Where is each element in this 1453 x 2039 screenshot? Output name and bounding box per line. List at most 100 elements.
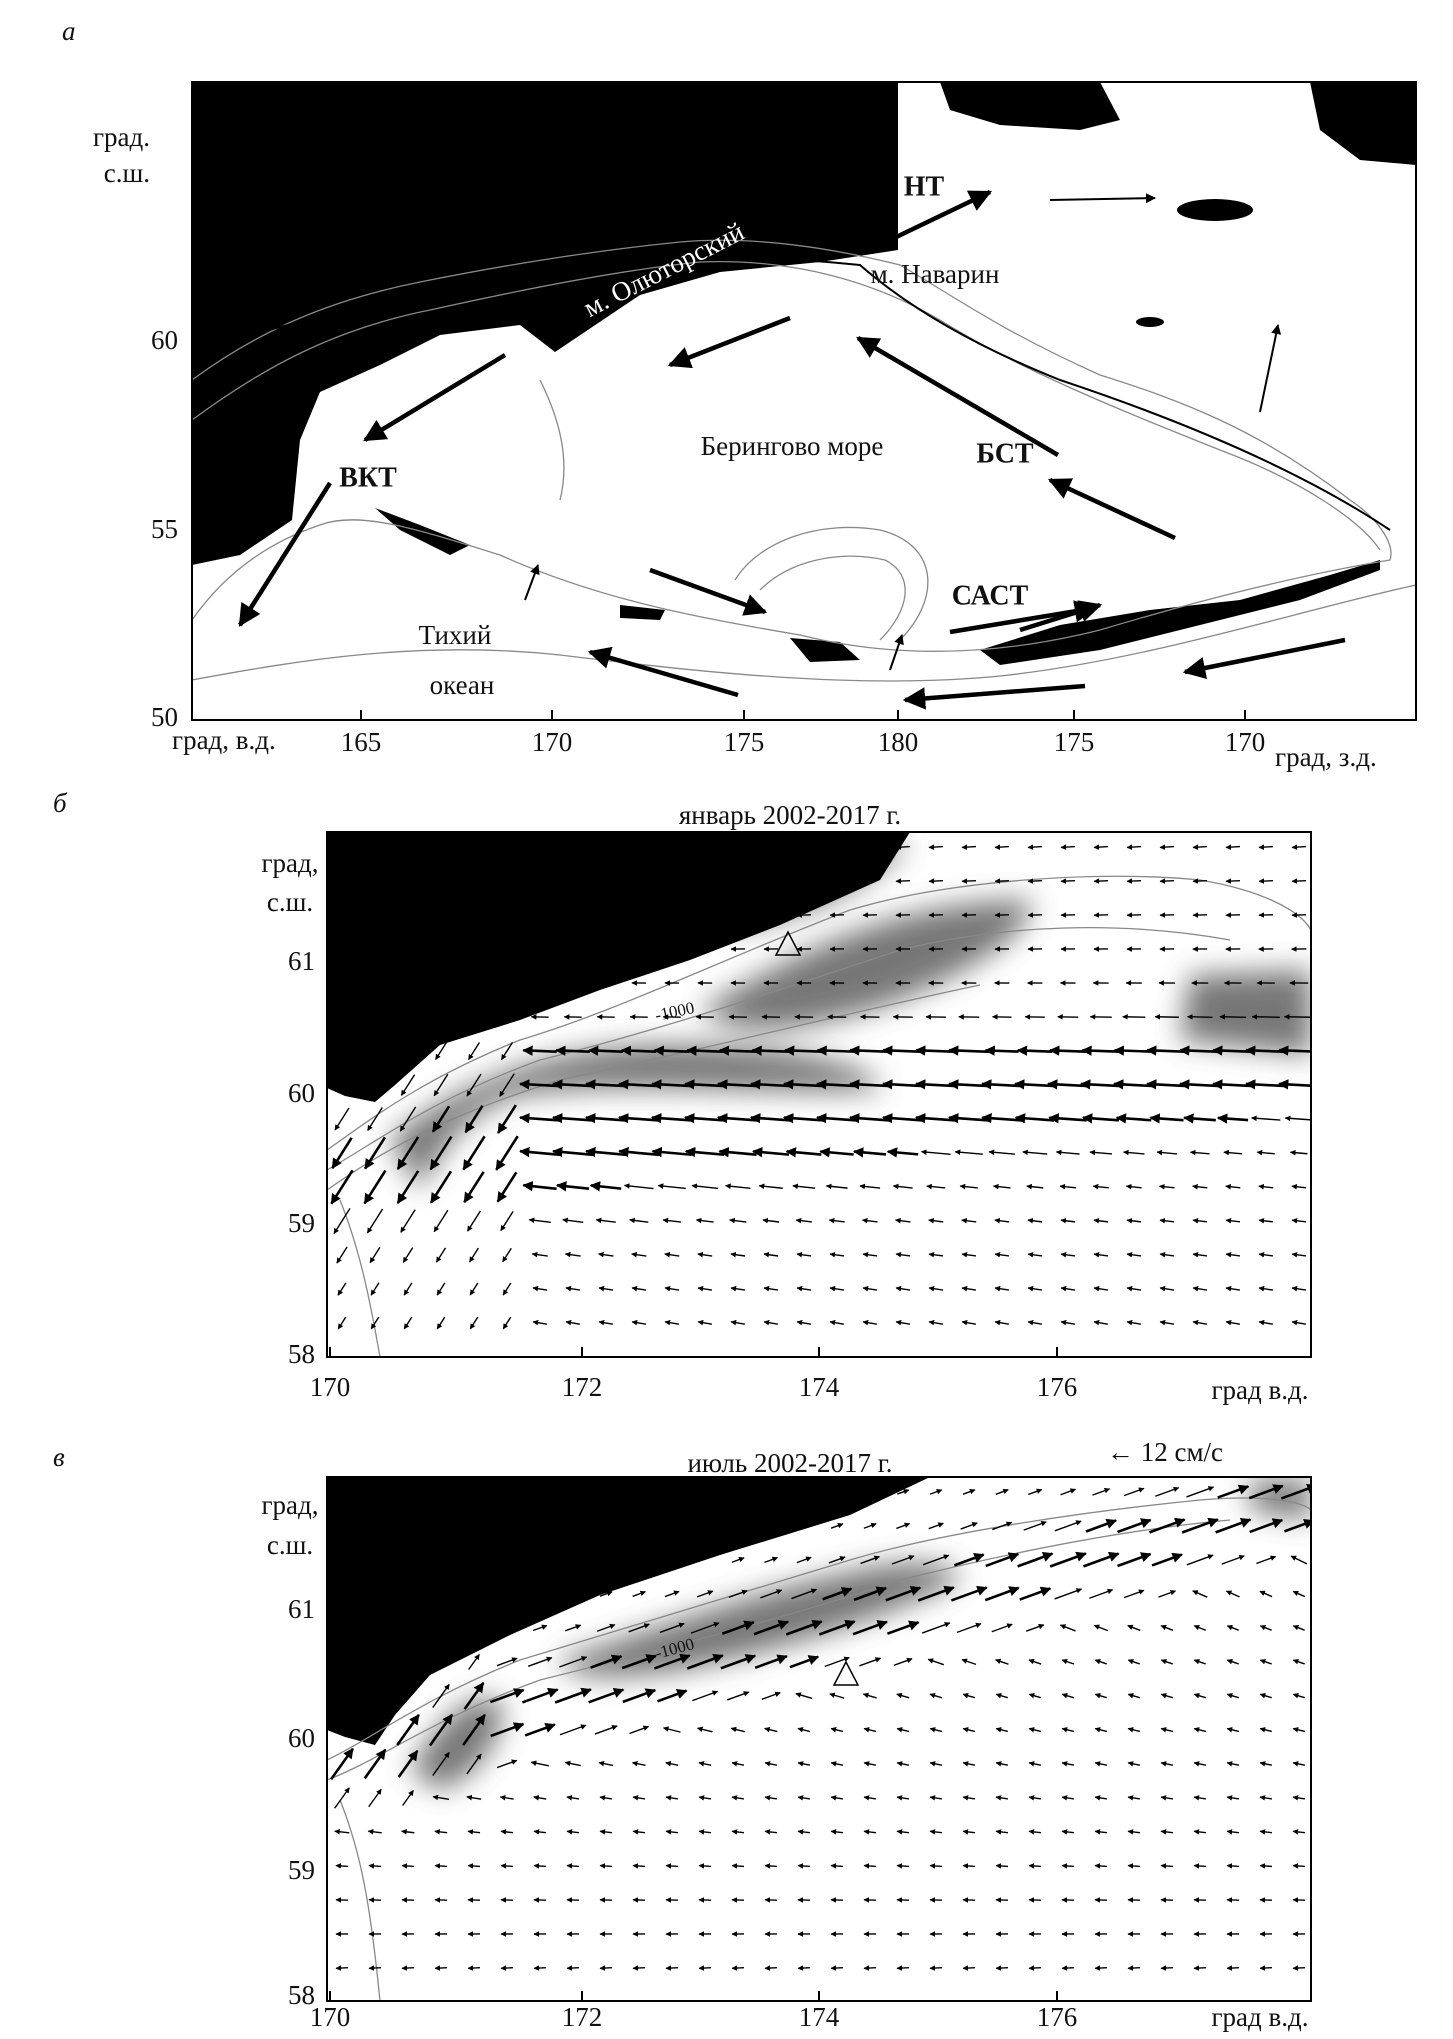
current-vector [522, 1181, 557, 1192]
current-vector [566, 1795, 580, 1801]
current-vector [929, 1965, 943, 1971]
scale-label: ← 12 см/с [1107, 1437, 1223, 1467]
current-vector [598, 1285, 614, 1292]
current-vector [434, 1829, 448, 1835]
current-vector [995, 1761, 1009, 1767]
current-vector [628, 1623, 650, 1633]
current-vector [863, 1522, 877, 1529]
current-vector [829, 1319, 845, 1326]
current-vector [533, 1965, 547, 1971]
current-vector [435, 1042, 447, 1060]
current-vector [435, 1247, 447, 1263]
current-vector [632, 1965, 646, 1971]
current-vector [469, 1316, 479, 1330]
current-vector [1060, 1285, 1076, 1292]
map-a [192, 82, 1416, 682]
current-vector [434, 1965, 448, 1971]
contour [192, 239, 1392, 653]
current-vector [1226, 1761, 1240, 1767]
current-vector [1094, 1693, 1107, 1699]
current-vector [994, 1285, 1010, 1292]
current-vector [463, 1171, 485, 1204]
current-vector [960, 1522, 978, 1530]
current-vector [1126, 1285, 1142, 1292]
island [1177, 199, 1253, 221]
current-vector [497, 1104, 517, 1134]
current-vector [532, 1319, 548, 1326]
current-vector [863, 1965, 877, 1971]
current-vector [334, 1787, 350, 1809]
current-vector [502, 1282, 512, 1296]
current-vector [396, 1714, 420, 1746]
current-vector [928, 844, 944, 850]
current-vector [797, 1965, 811, 1971]
current-vector [751, 1045, 790, 1056]
current-vector [1054, 1588, 1083, 1600]
current-vector [559, 1724, 587, 1736]
current-vector [891, 1555, 915, 1565]
current-vector [1225, 1183, 1241, 1190]
land [192, 82, 898, 565]
current-vector [921, 1622, 951, 1634]
current-vector [337, 1282, 347, 1296]
current-vector [962, 1829, 976, 1835]
current-vector [961, 878, 977, 884]
current-vector [1225, 1251, 1241, 1258]
current-vector [796, 1285, 812, 1292]
current-vector [795, 1217, 812, 1224]
current-vector [1059, 1624, 1076, 1632]
current-vector [1193, 1624, 1207, 1631]
current-vector [631, 1251, 647, 1258]
current-vector [929, 1488, 943, 1495]
current-vector [961, 1251, 977, 1258]
current-vector [896, 1965, 910, 1971]
y-tick-label: 55 [151, 514, 178, 544]
current-vector [598, 1251, 614, 1258]
current-vector [462, 1135, 486, 1171]
current-vector [962, 1693, 976, 1699]
current-vector [432, 1684, 450, 1708]
current-vector [896, 1863, 910, 1869]
current-vector [962, 1863, 976, 1869]
current-vector [1127, 1863, 1141, 1869]
x-tick-label: 174 [799, 2002, 840, 2032]
current-vector [367, 1829, 382, 1835]
current-vector [995, 1658, 1009, 1665]
current-vector [1226, 1863, 1240, 1869]
current-vector [396, 1170, 420, 1204]
current-vector [896, 1795, 910, 1801]
current-vector [1054, 1520, 1082, 1532]
current-vector [1259, 1965, 1273, 1971]
current-vector [499, 1794, 514, 1801]
current-vector [1089, 1588, 1114, 1599]
current-vector [400, 1209, 416, 1233]
current-vector [1061, 1727, 1074, 1733]
current-vector [1215, 1517, 1252, 1534]
current-vector [1225, 1217, 1241, 1224]
current-vector [686, 1653, 724, 1670]
current-vector [496, 1759, 518, 1769]
current-vector [467, 1863, 481, 1869]
current-vector [988, 1149, 1015, 1156]
current-vector [1221, 1554, 1245, 1565]
current-vector [830, 1863, 844, 1869]
current-vector [436, 1316, 446, 1330]
current-vector [1193, 1965, 1207, 1971]
current-vector [1251, 1115, 1281, 1122]
annotation: САСТ [952, 580, 1029, 611]
current-vector [1193, 1863, 1207, 1869]
current-vector [895, 878, 911, 884]
current-vector [1093, 1285, 1109, 1292]
current-vector [961, 1285, 977, 1292]
current-vector [763, 1319, 779, 1326]
current-vector [886, 1147, 919, 1158]
current-vector [824, 1656, 850, 1668]
current-vector [1026, 1183, 1044, 1190]
current-vector [762, 1217, 780, 1224]
current-vector [785, 1147, 822, 1158]
current-vector [1155, 1486, 1180, 1497]
current-vector [886, 1620, 920, 1635]
current-vector [1093, 1624, 1109, 1632]
current-vector [588, 1688, 625, 1704]
current-vector [1159, 1251, 1175, 1258]
